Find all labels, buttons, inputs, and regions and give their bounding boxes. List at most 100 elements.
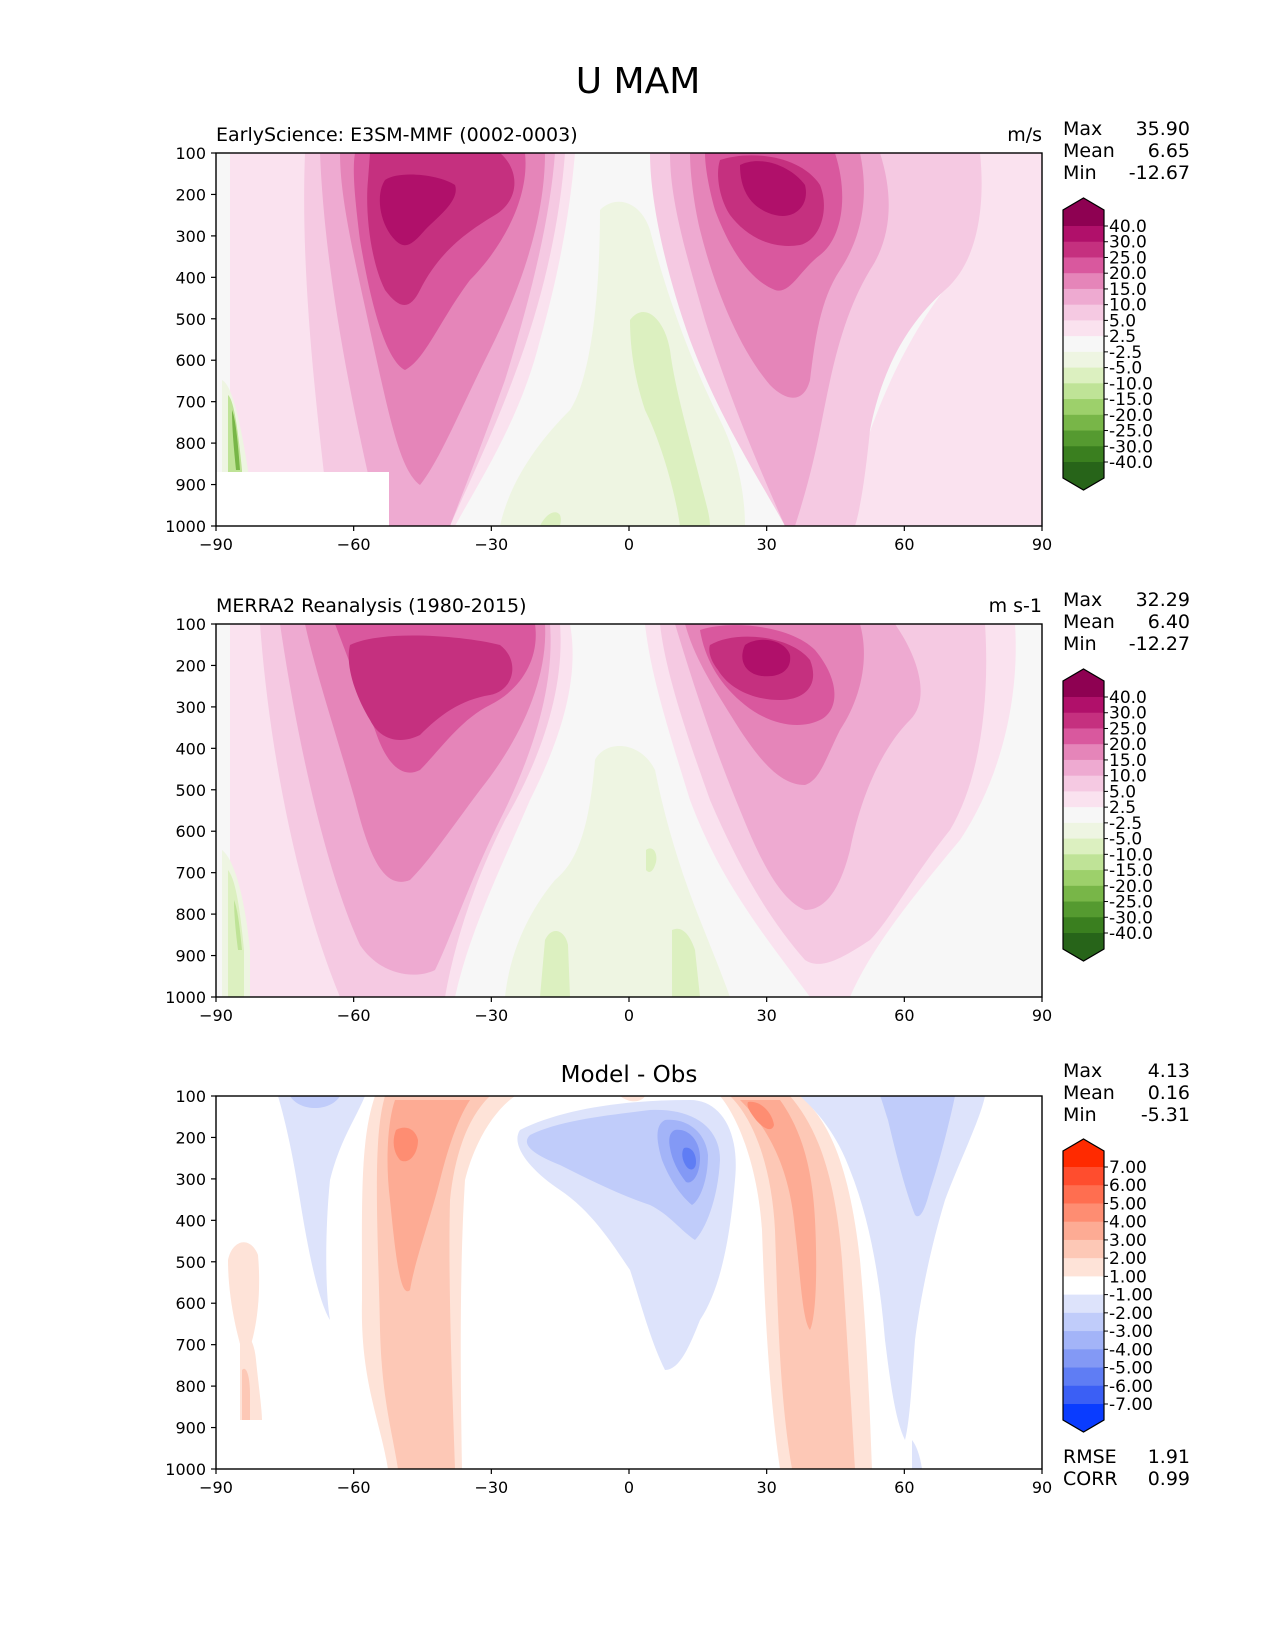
- colorbar-outline: [1062, 668, 1105, 962]
- colorbar-segment: [1063, 807, 1104, 824]
- colorbar-label: -2.5: [1109, 814, 1142, 834]
- colorbar-label: -30.0: [1109, 437, 1153, 457]
- colorbar-segment: [1063, 273, 1104, 290]
- y-tick-label: 400: [175, 268, 206, 287]
- contour-pos-30-east: [742, 639, 791, 677]
- colorbar-extend-max: [1063, 1139, 1104, 1167]
- y-tick-label: 200: [175, 1128, 206, 1147]
- colorbar-segment: [1063, 1312, 1104, 1332]
- x-tick-label: −30: [474, 1478, 508, 1497]
- contour-neg-1-south: [278, 1096, 365, 1320]
- colorbar-label: -15.0: [1109, 390, 1153, 410]
- colorbar-label: 10.0: [1109, 767, 1147, 787]
- x-tick-label: −90: [199, 1006, 233, 1025]
- colorbar-label: -20.0: [1109, 406, 1153, 426]
- x-tick-label: 30: [756, 1478, 776, 1497]
- contour-neg-1-north: [800, 1096, 985, 1440]
- x-tick-label: −30: [474, 1006, 508, 1025]
- colorbar-label: -25.0: [1109, 422, 1153, 442]
- colorbar-label: -3.00: [1109, 1322, 1153, 1342]
- colorbar-segment: [1063, 917, 1104, 934]
- contour-neg-5-equator: [672, 928, 700, 997]
- colorbar-extend-max: [1063, 198, 1104, 226]
- stat-max-value: 32.29: [1136, 589, 1190, 611]
- contour-pos-30-east: [740, 161, 806, 216]
- colorbar-label: -5.00: [1109, 1359, 1153, 1379]
- colorbar-label: 5.0: [1109, 311, 1136, 331]
- contour-pos-2-polar: [242, 1368, 250, 1420]
- stat-max-value: 35.90: [1136, 118, 1190, 140]
- y-tick-label: 400: [175, 1211, 206, 1230]
- panel-units: m/s: [1007, 124, 1042, 146]
- colorbar-segment: [1063, 728, 1104, 745]
- colorbar-label: -40.0: [1109, 453, 1153, 473]
- colorbar-label: 25.0: [1109, 719, 1147, 739]
- colorbar-segment: [1063, 367, 1104, 384]
- colorbar-segment: [1063, 1385, 1104, 1405]
- y-tick-label: 400: [175, 739, 206, 758]
- colorbar-segment: [1063, 854, 1104, 871]
- x-axis: −90 −60 −30 0 30 60 90: [199, 526, 1052, 554]
- colorbar-segment: [1063, 1331, 1104, 1350]
- colorbar-segment: [1063, 336, 1104, 353]
- colorbar-label: 40.0: [1109, 217, 1147, 237]
- contour-neg-2-south: [290, 1096, 340, 1108]
- colorbar-label: -2.5: [1109, 343, 1142, 363]
- contour-pos-2p5-east: [640, 153, 1042, 526]
- contour-pos-25-west: [348, 635, 513, 740]
- contour-pos-30-west: [379, 174, 456, 246]
- colorbar-extend-max: [1063, 669, 1104, 697]
- metric-rmse-value: 1.91: [1148, 1446, 1190, 1468]
- contour-neg-5-polar: [228, 870, 244, 997]
- colorbar-label: 30.0: [1109, 233, 1147, 253]
- colorbar-label: -5.0: [1109, 359, 1142, 379]
- stat-min-label: Min: [1063, 633, 1097, 655]
- metric-rmse-label: RMSE: [1063, 1446, 1117, 1468]
- colorbar-segment: [1063, 383, 1104, 400]
- stats-block: Max 4.13 Mean 0.16 Min -5.31: [1063, 1060, 1190, 1126]
- colorbar-segment: [1063, 320, 1104, 337]
- colorbar-segment: [1063, 759, 1104, 777]
- y-tick-label: 600: [175, 351, 206, 370]
- contour-neg-5-tropics: [682, 1147, 696, 1170]
- colorbar-segment: [1063, 870, 1104, 887]
- figure-title: U MAM: [576, 61, 701, 102]
- y-tick-label: 800: [175, 905, 206, 924]
- colorbar-segment: [1063, 1349, 1104, 1369]
- colorbar-segment: [1063, 1294, 1104, 1314]
- colorbar-label: 10.0: [1109, 296, 1147, 316]
- colorbar-label: 5.00: [1109, 1194, 1147, 1214]
- y-tick-label: 1000: [165, 517, 206, 536]
- colorbar-label: 5.0: [1109, 782, 1136, 802]
- colorbar-segment: [1063, 1258, 1104, 1277]
- colorbar-label: -7.00: [1109, 1395, 1153, 1415]
- colorbar-label: 30.0: [1109, 704, 1147, 724]
- stat-min-value: -12.67: [1129, 162, 1190, 184]
- colorbar-segment: [1063, 304, 1104, 321]
- metric-corr-value: 0.99: [1148, 1468, 1190, 1490]
- colorbar-outline: [1062, 1138, 1105, 1433]
- contour-pos-2-north: [730, 1096, 855, 1469]
- colorbar-segment: [1063, 1239, 1104, 1259]
- y-axis: 100 200 300 400 500 600 700 800 900 1000: [165, 144, 216, 536]
- colorbar-label: 25.0: [1109, 248, 1147, 268]
- contour-neg-10-polar: [234, 900, 242, 950]
- colorbar-label: 15.0: [1109, 280, 1147, 300]
- stat-mean-label: Mean: [1063, 611, 1115, 633]
- colorbar-label: -20.0: [1109, 877, 1153, 897]
- x-tick-label: 90: [1032, 535, 1052, 554]
- y-tick-label: 900: [175, 947, 206, 966]
- y-tick-label: 100: [175, 144, 206, 163]
- colorbar-segment: [1063, 838, 1104, 855]
- y-tick-label: 900: [175, 1419, 206, 1438]
- stat-mean-value: 6.65: [1148, 140, 1190, 162]
- colorbar: 7.006.005.004.003.002.001.00-1.00-2.00-3…: [1062, 1138, 1153, 1433]
- colorbar-segment: [1063, 744, 1104, 761]
- colorbar: 40.030.025.020.015.010.05.02.5-2.5-5.0-1…: [1062, 197, 1153, 491]
- x-tick-label: 60: [894, 1006, 914, 1025]
- stat-max-label: Max: [1063, 118, 1102, 140]
- y-tick-label: 600: [175, 822, 206, 841]
- colorbar-segment: [1063, 1167, 1104, 1186]
- y-tick-label: 900: [175, 476, 206, 495]
